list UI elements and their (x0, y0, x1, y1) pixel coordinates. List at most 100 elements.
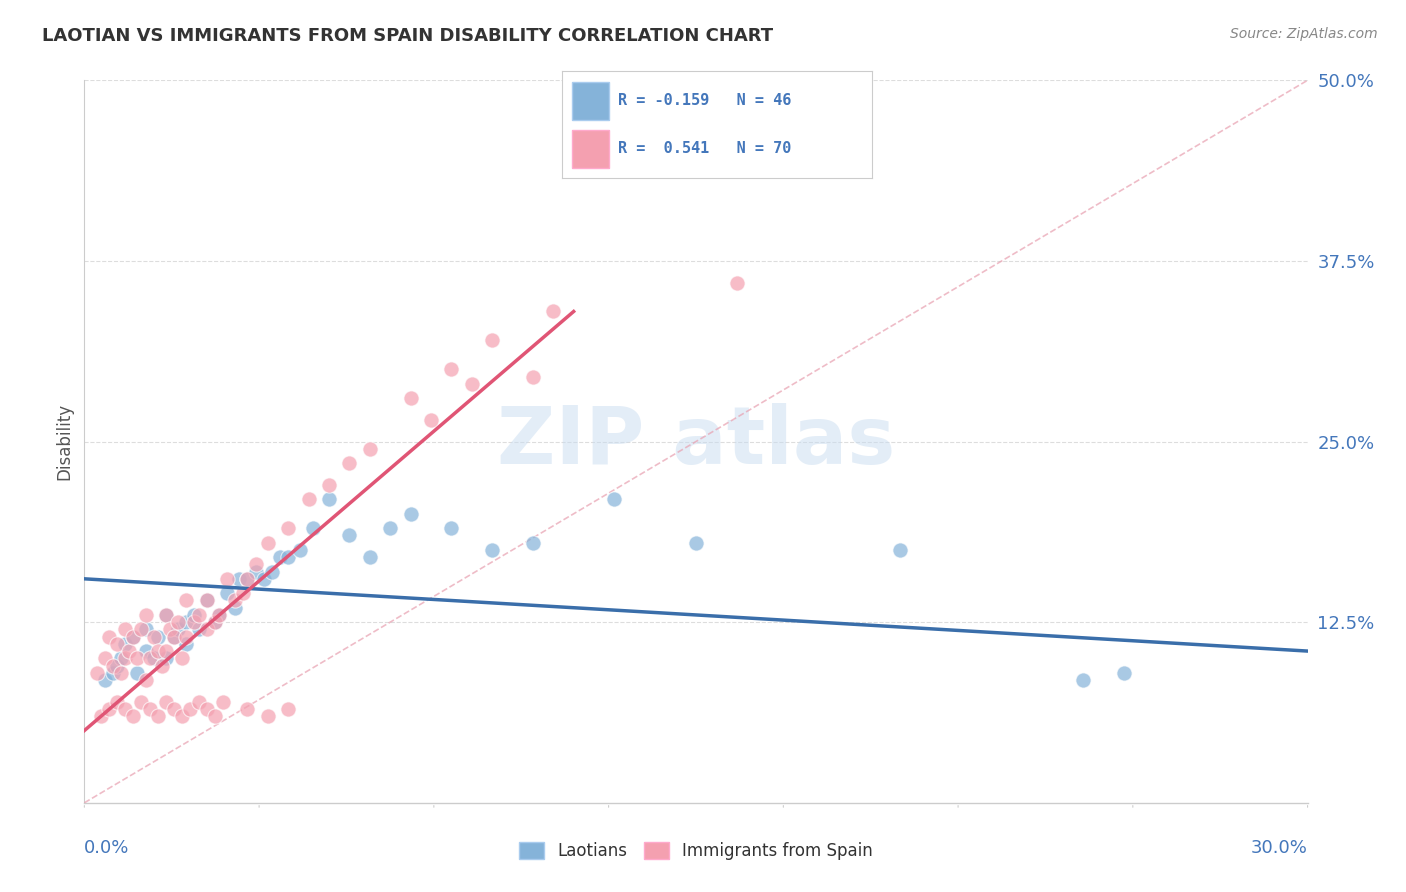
Point (232, 586, 254, 600)
Point (142, 651, 165, 665)
Point (110, 651, 132, 665)
Point (150, 658, 173, 673)
Point (204, 709, 226, 723)
Point (236, 702, 259, 716)
Point (461, 376, 484, 391)
Point (224, 600, 246, 615)
Point (685, 535, 707, 549)
Point (93, 673, 115, 687)
Point (146, 644, 169, 658)
Y-axis label: Disability: Disability (55, 403, 73, 480)
Point (155, 644, 177, 658)
Point (183, 615, 205, 630)
Point (142, 630, 165, 644)
Text: ZIP atlas: ZIP atlas (496, 402, 896, 481)
Point (298, 492, 321, 507)
Point (174, 630, 197, 644)
Point (135, 644, 157, 658)
Point (127, 665, 149, 680)
Point (163, 630, 186, 644)
Point (1114, 665, 1136, 680)
Point (889, 542, 911, 557)
Point (208, 607, 231, 622)
Point (277, 521, 299, 535)
Point (260, 565, 283, 579)
Point (172, 709, 194, 723)
Point (174, 637, 197, 651)
Point (155, 695, 177, 709)
Text: Source: ZipAtlas.com: Source: ZipAtlas.com (1230, 27, 1378, 41)
Point (167, 615, 190, 630)
Point (135, 673, 157, 687)
Text: R =  0.541   N = 70: R = 0.541 N = 70 (619, 142, 792, 156)
Point (155, 607, 177, 622)
Point (174, 615, 197, 630)
Point (290, 542, 312, 557)
Point (257, 535, 280, 549)
Point (90, 709, 112, 723)
Point (522, 369, 544, 384)
Point (118, 644, 141, 658)
Point (399, 507, 422, 521)
Point (138, 702, 160, 716)
Point (163, 630, 186, 644)
FancyBboxPatch shape (572, 130, 609, 168)
Point (101, 658, 124, 673)
Point (155, 607, 177, 622)
Point (339, 456, 361, 470)
Point (277, 702, 299, 716)
Point (187, 623, 209, 637)
Text: R = -0.159   N = 46: R = -0.159 N = 46 (619, 94, 792, 108)
Point (257, 709, 280, 723)
Point (135, 607, 157, 622)
Point (359, 550, 381, 565)
Point (97, 702, 120, 716)
Point (253, 572, 276, 586)
Point (114, 702, 136, 716)
Point (481, 542, 503, 557)
Point (127, 651, 149, 665)
Point (301, 521, 323, 535)
Point (522, 535, 544, 549)
Point (399, 391, 422, 405)
Point (101, 665, 124, 680)
Point (122, 709, 145, 723)
Point (159, 623, 181, 637)
Point (114, 623, 136, 637)
Point (228, 572, 250, 586)
Text: 30.0%: 30.0% (1251, 838, 1308, 857)
Point (122, 630, 145, 644)
Point (114, 651, 136, 665)
Point (318, 492, 340, 507)
Point (420, 413, 443, 427)
Point (318, 478, 340, 492)
Point (1073, 673, 1095, 687)
Point (146, 630, 169, 644)
Point (163, 702, 186, 716)
Point (380, 521, 402, 535)
Point (97, 630, 120, 644)
Point (195, 593, 218, 607)
Point (195, 623, 218, 637)
Point (105, 658, 128, 673)
Point (174, 593, 197, 607)
Point (440, 521, 463, 535)
Point (359, 442, 381, 456)
Point (204, 615, 226, 630)
Point (183, 607, 205, 622)
Point (146, 709, 169, 723)
Point (195, 593, 218, 607)
Point (179, 702, 201, 716)
Point (172, 651, 194, 665)
Point (187, 695, 209, 709)
Point (135, 623, 157, 637)
Point (93, 651, 115, 665)
Point (131, 623, 153, 637)
Point (212, 695, 235, 709)
Point (217, 586, 239, 600)
Point (131, 695, 153, 709)
Point (217, 572, 239, 586)
Text: LAOTIAN VS IMMIGRANTS FROM SPAIN DISABILITY CORRELATION CHART: LAOTIAN VS IMMIGRANTS FROM SPAIN DISABIL… (42, 27, 773, 45)
Point (277, 550, 299, 565)
Point (245, 565, 267, 579)
